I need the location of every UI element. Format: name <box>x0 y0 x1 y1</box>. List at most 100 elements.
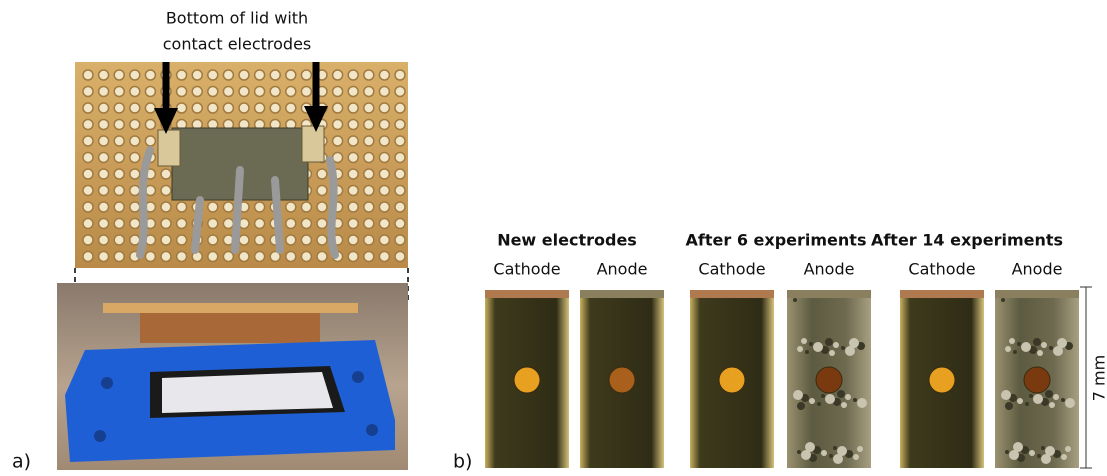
deposit <box>1049 346 1053 350</box>
board-hole <box>130 136 140 146</box>
board-hole <box>395 103 405 113</box>
board-hole <box>379 219 389 229</box>
board-hole <box>255 70 265 80</box>
figure: Bottom of lid with contact electrodes a)… <box>0 0 1107 476</box>
board-hole <box>99 153 109 163</box>
deposit <box>809 342 813 346</box>
deposit <box>1021 342 1031 352</box>
deposit <box>845 394 851 400</box>
board-hole <box>364 103 374 113</box>
board-hole <box>114 235 124 245</box>
board-hole <box>177 219 187 229</box>
board-hole <box>239 103 249 113</box>
deposit <box>805 350 809 354</box>
board-hole <box>348 136 358 146</box>
board-hole <box>395 202 405 212</box>
board-hole <box>208 103 218 113</box>
board-hole <box>317 169 327 179</box>
board-hole <box>239 252 249 262</box>
board-hole <box>130 169 140 179</box>
board-hole <box>99 252 109 262</box>
board-hole <box>145 136 155 146</box>
group-title: After 14 experiments <box>871 231 1063 250</box>
board-hole <box>239 70 249 80</box>
board-hole <box>99 235 109 245</box>
board-hole <box>83 186 93 196</box>
deposit <box>857 446 863 452</box>
board-hole <box>333 87 343 97</box>
board-hole <box>301 70 311 80</box>
board-hole <box>348 103 358 113</box>
board-hole <box>317 219 327 229</box>
group-title: After 6 experiments <box>686 231 867 250</box>
board-hole <box>395 87 405 97</box>
board-hole <box>317 235 327 245</box>
board-hole <box>99 219 109 229</box>
deposit <box>1061 454 1067 460</box>
board-hole <box>395 136 405 146</box>
board-hole <box>395 153 405 163</box>
deposit <box>817 402 821 406</box>
electrode-edge <box>485 290 569 298</box>
board-hole <box>223 252 233 262</box>
scale-label: 7 mm <box>1090 355 1107 401</box>
electrode-hole <box>929 367 955 393</box>
electrode-hole <box>719 367 745 393</box>
board-hole <box>177 87 187 97</box>
deposit <box>1065 446 1071 452</box>
board-hole <box>99 120 109 130</box>
board-hole <box>379 153 389 163</box>
deposit <box>1005 346 1011 352</box>
board-hole <box>333 120 343 130</box>
board-hole <box>145 87 155 97</box>
deposit <box>1017 342 1021 346</box>
deposit <box>1057 338 1067 348</box>
board-hole <box>286 70 296 80</box>
board-hole <box>114 186 124 196</box>
board-hole <box>379 202 389 212</box>
board-hole <box>161 252 171 262</box>
deposit <box>805 442 815 452</box>
board-hole <box>301 87 311 97</box>
board-hole <box>145 103 155 113</box>
board-hole <box>317 252 327 262</box>
board-hole <box>379 186 389 196</box>
board-hole <box>161 219 171 229</box>
board-hole <box>192 70 202 80</box>
board-hole <box>301 235 311 245</box>
board-hole <box>239 235 249 245</box>
board-hole <box>114 202 124 212</box>
board-hole <box>130 186 140 196</box>
annotation: Bottom of lid with <box>166 9 308 28</box>
deposit <box>793 298 797 302</box>
board-hole <box>348 120 358 130</box>
board-hole <box>270 87 280 97</box>
board-hole <box>379 103 389 113</box>
board-hole <box>348 169 358 179</box>
board-hole <box>208 252 218 262</box>
board-hole <box>395 252 405 262</box>
deposit <box>1065 398 1075 408</box>
board-hole <box>145 252 155 262</box>
board-hole <box>286 87 296 97</box>
board-hole <box>114 70 124 80</box>
deposit <box>1037 454 1041 458</box>
deposit <box>837 390 845 398</box>
board-hole <box>208 70 218 80</box>
board-hole <box>99 186 109 196</box>
board-hole <box>270 70 280 80</box>
board-hole <box>348 252 358 262</box>
board-hole <box>255 87 265 97</box>
board-hole <box>379 136 389 146</box>
board-hole <box>255 202 265 212</box>
deposit <box>1061 398 1065 402</box>
board-hole <box>364 235 374 245</box>
board-hole <box>395 120 405 130</box>
board-hole <box>177 235 187 245</box>
electrode-label: Cathode <box>908 260 975 279</box>
board-hole <box>255 252 265 262</box>
board-hole <box>301 219 311 229</box>
board-hole <box>348 186 358 196</box>
electrode-label: Cathode <box>698 260 765 279</box>
deposit <box>821 394 825 398</box>
